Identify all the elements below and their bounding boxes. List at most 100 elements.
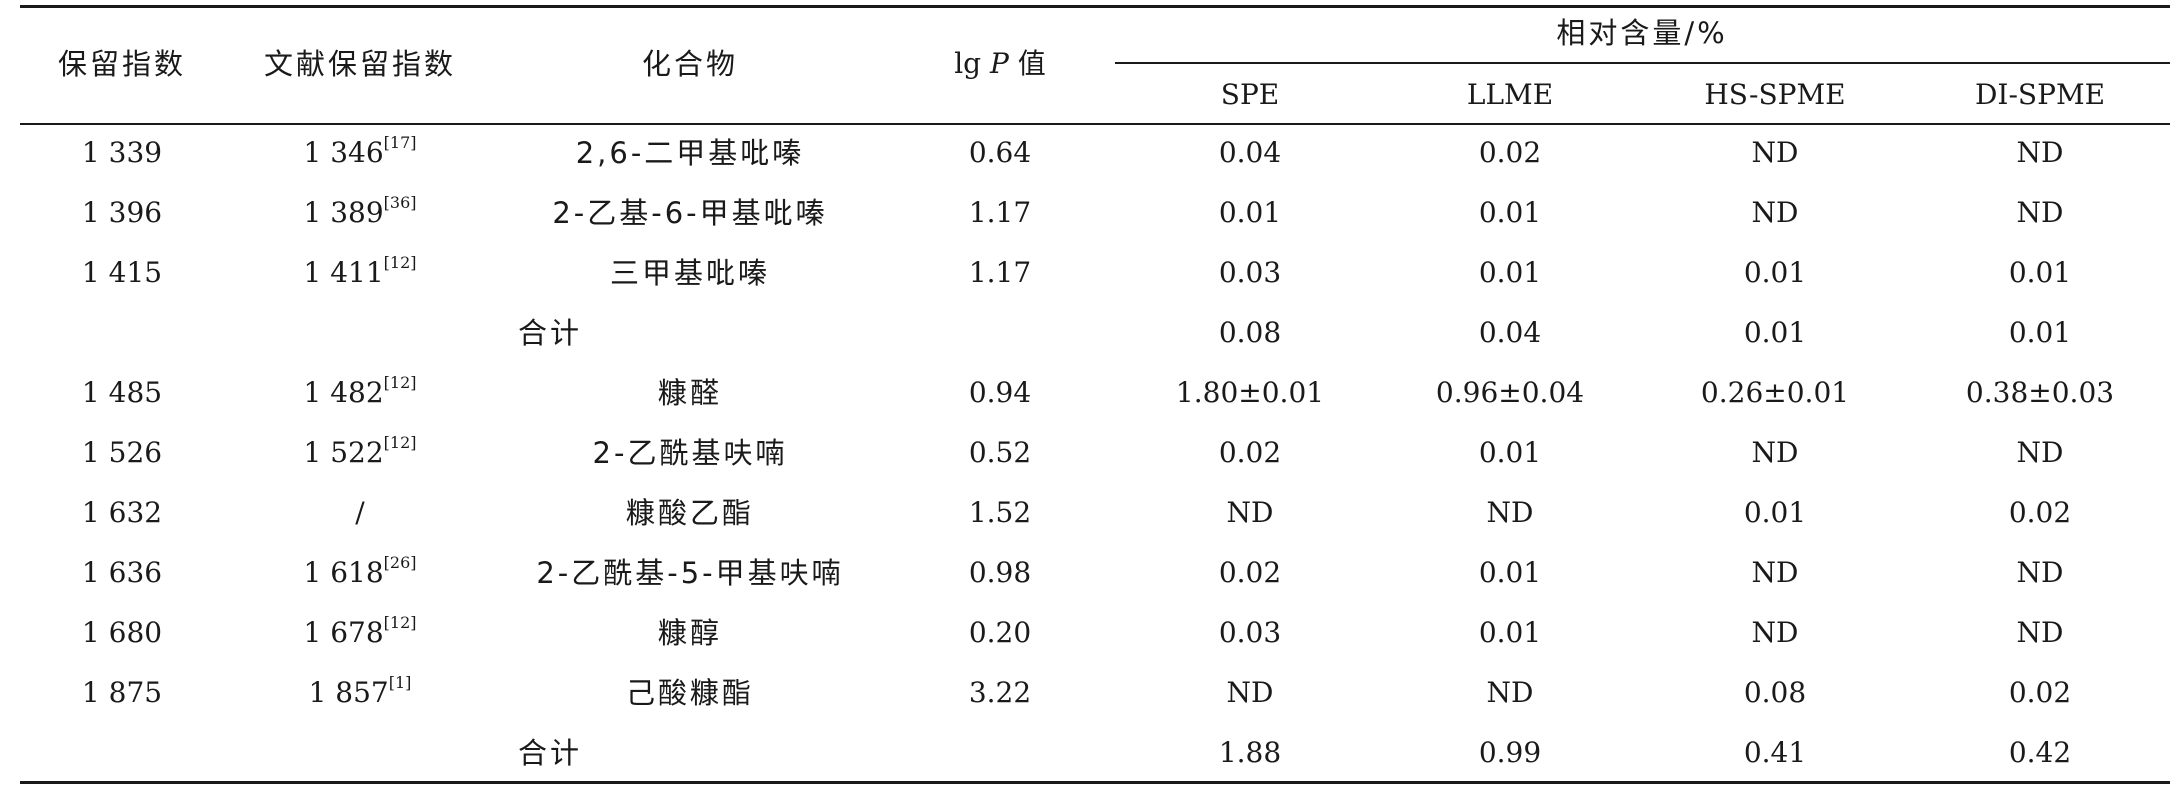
retention-index-cell: 1 526 <box>81 436 163 469</box>
bottom-rule <box>20 781 2170 784</box>
di-spme-value-cell: ND <box>2016 616 2064 649</box>
di-spme-value-cell: 0.01 <box>2008 256 2072 289</box>
reference-citation: [36] <box>383 192 417 212</box>
llme-value-cell: 0.02 <box>1478 136 1542 169</box>
literature-retention-index-cell: 1 346[17] <box>303 132 417 170</box>
hs-spme-value-cell: 0.41 <box>1743 736 1807 769</box>
header-retention-index: 保留指数 <box>57 47 187 81</box>
header-sub-rule <box>1115 62 2170 64</box>
literature-retention-index-cell: 1 678[12] <box>303 612 417 650</box>
header-lgp-prefix: lg <box>954 47 982 80</box>
spe-value-cell: ND <box>1226 676 1274 709</box>
retention-index-cell: 1 636 <box>81 556 163 589</box>
top-rule <box>20 5 2170 8</box>
retention-index-cell: 1 339 <box>81 136 163 169</box>
literature-retention-index-cell: / <box>355 496 364 530</box>
spe-value-cell: 0.03 <box>1218 616 1282 649</box>
reference-citation: [12] <box>383 372 417 392</box>
compound-name-cell: 三甲基吡嗪 <box>609 256 771 290</box>
reference-citation: [26] <box>383 552 417 572</box>
llme-value-cell: 0.01 <box>1478 196 1542 229</box>
di-spme-value-cell: 0.01 <box>2008 316 2072 349</box>
llme-value-cell: 0.04 <box>1478 316 1542 349</box>
compound-name-cell: 糠酸乙酯 <box>625 496 755 530</box>
reference-citation: [12] <box>383 252 417 272</box>
header-lgp-suffix: 值 <box>1017 47 1046 80</box>
compound-name-cell: 糠醇 <box>657 616 723 650</box>
reference-citation: [1] <box>388 672 412 692</box>
lgp-value-cell: 0.64 <box>968 136 1032 169</box>
reference-citation: [12] <box>383 612 417 632</box>
hs-spme-value-cell: ND <box>1751 556 1799 589</box>
literature-retention-index-cell: 1 522[12] <box>303 432 417 470</box>
llme-value-cell: 0.99 <box>1478 736 1542 769</box>
reference-citation: [17] <box>383 132 417 152</box>
hs-spme-value-cell: 0.01 <box>1743 256 1807 289</box>
di-spme-value-cell: 0.02 <box>2008 496 2072 529</box>
header-lgp-var: P <box>990 47 1009 80</box>
header-di-spme: DI-SPME <box>1974 78 2106 111</box>
llme-value-cell: ND <box>1486 676 1534 709</box>
lgp-value-cell: 1.52 <box>968 496 1032 529</box>
compound-name-cell: 糠醛 <box>657 376 723 410</box>
hs-spme-value-cell: ND <box>1751 136 1799 169</box>
spe-value-cell: 0.08 <box>1218 316 1282 349</box>
spe-value-cell: 0.02 <box>1218 556 1282 589</box>
lgp-value-cell: 1.17 <box>968 256 1032 289</box>
di-spme-value-cell: 0.42 <box>2008 736 2072 769</box>
hs-spme-value-cell: ND <box>1751 196 1799 229</box>
spe-value-cell: 0.03 <box>1218 256 1282 289</box>
literature-ri-value: 1 618 <box>303 556 384 589</box>
lgp-value-cell: 0.94 <box>968 376 1032 409</box>
di-spme-value-cell: 0.02 <box>2008 676 2072 709</box>
literature-ri-value: 1 411 <box>303 256 384 289</box>
llme-value-cell: 0.01 <box>1478 256 1542 289</box>
header-llme: LLME <box>1466 78 1554 111</box>
literature-retention-index-cell: 1 389[36] <box>303 192 417 230</box>
spe-value-cell: ND <box>1226 496 1274 529</box>
lgp-value-cell: 1.17 <box>968 196 1032 229</box>
header-relative-content: 相对含量/% <box>1556 16 1728 50</box>
header-hs-spme: HS-SPME <box>1704 78 1846 111</box>
compound-name-cell: 2-乙酰基呋喃 <box>592 436 788 470</box>
compound-name-cell: 己酸糠酯 <box>625 676 755 710</box>
literature-ri-value: / <box>355 496 365 529</box>
llme-value-cell: 0.96±0.04 <box>1435 376 1585 409</box>
hs-spme-value-cell: ND <box>1751 616 1799 649</box>
compound-name-cell: 2-乙酰基-5-甲基呋喃 <box>536 556 844 590</box>
literature-retention-index-cell: 1 618[26] <box>303 552 417 590</box>
retention-index-cell: 1 632 <box>81 496 163 529</box>
header-literature-retention-index: 文献保留指数 <box>263 47 457 81</box>
di-spme-value-cell: ND <box>2016 196 2064 229</box>
spe-value-cell: 1.88 <box>1218 736 1282 769</box>
literature-retention-index-cell: 1 482[12] <box>303 372 417 410</box>
reference-citation: [12] <box>383 432 417 452</box>
literature-ri-value: 1 346 <box>303 136 384 169</box>
lgp-value-cell: 3.22 <box>968 676 1032 709</box>
hs-spme-value-cell: 0.26±0.01 <box>1700 376 1850 409</box>
llme-value-cell: 0.01 <box>1478 436 1542 469</box>
literature-retention-index-cell: 1 857[1] <box>308 672 412 710</box>
spe-value-cell: 0.02 <box>1218 436 1282 469</box>
spe-value-cell: 1.80±0.01 <box>1175 376 1325 409</box>
retention-index-cell: 1 875 <box>81 676 163 709</box>
retention-index-cell: 1 680 <box>81 616 163 649</box>
compound-name-cell: 2-乙基-6-甲基吡嗪 <box>552 196 828 230</box>
header-compound: 化合物 <box>641 47 739 81</box>
spe-value-cell: 0.01 <box>1218 196 1282 229</box>
total-label: 合计 <box>517 316 583 350</box>
retention-index-cell: 1 396 <box>81 196 163 229</box>
llme-value-cell: ND <box>1486 496 1534 529</box>
literature-ri-value: 1 857 <box>308 676 389 709</box>
literature-ri-value: 1 389 <box>303 196 384 229</box>
di-spme-value-cell: ND <box>2016 436 2064 469</box>
llme-value-cell: 0.01 <box>1478 556 1542 589</box>
hs-spme-value-cell: 0.01 <box>1743 496 1807 529</box>
hs-spme-value-cell: 0.08 <box>1743 676 1807 709</box>
literature-ri-value: 1 482 <box>303 376 384 409</box>
retention-index-cell: 1 415 <box>81 256 163 289</box>
literature-ri-value: 1 522 <box>303 436 384 469</box>
literature-retention-index-cell: 1 411[12] <box>303 252 417 290</box>
header-spe: SPE <box>1220 78 1280 111</box>
spe-value-cell: 0.04 <box>1218 136 1282 169</box>
